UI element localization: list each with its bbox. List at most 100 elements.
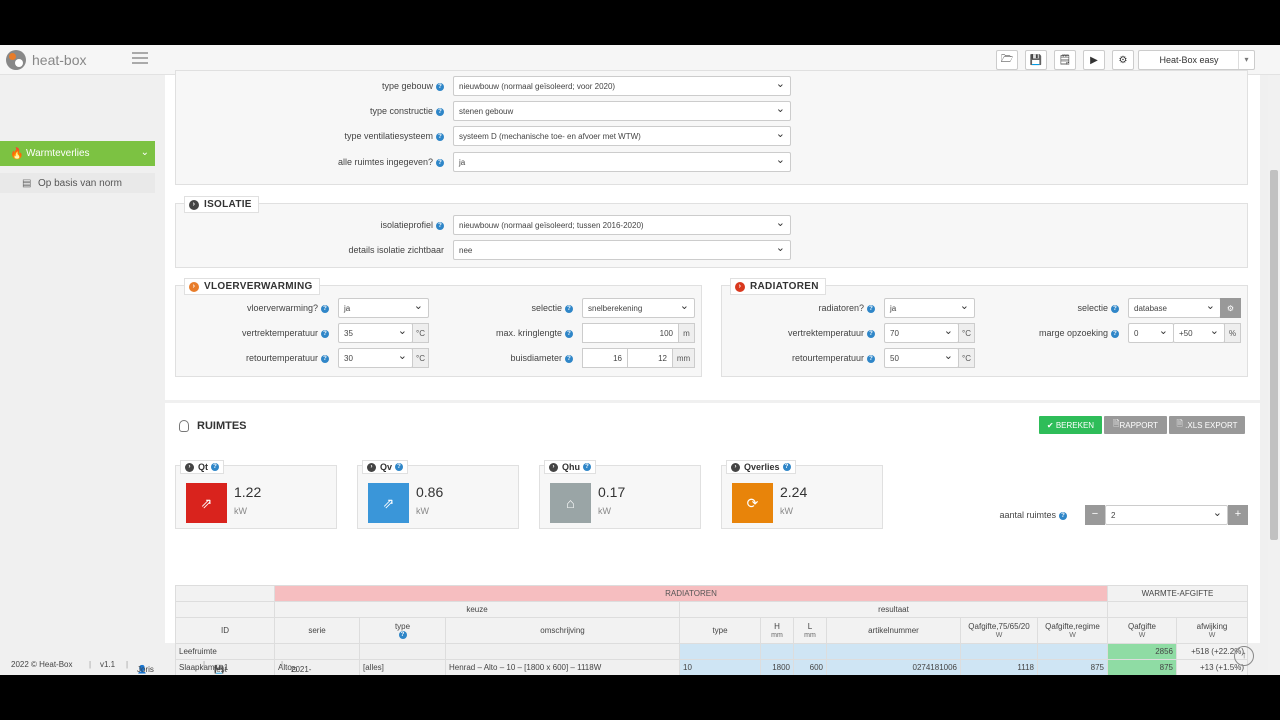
lightbulb-icon [179, 420, 189, 432]
general-fieldset: type gebouw? nieuwbouw (normaal geïsolee… [175, 70, 1248, 185]
radiatoren-select[interactable]: ja [884, 298, 975, 318]
chevron-right-icon: › [367, 462, 376, 472]
vloer-selectie-select[interactable]: snelberekening [582, 298, 695, 318]
row-id[interactable]: Slaapkamer 1 [175, 659, 275, 675]
rad-retourtemperatuur-select[interactable]: 50 [884, 348, 959, 368]
type-ventilatiesysteem-select[interactable]: systeem D (mechanische toe- en afvoer me… [453, 126, 791, 146]
heat-box-logo-icon [6, 50, 26, 70]
type-ventilatiesysteem-label: type ventilatiesysteem? [176, 131, 444, 141]
sidebar-item-op-basis-van-norm[interactable]: ▤ Op basis van norm [0, 173, 155, 193]
marge-max-select[interactable]: +50 [1173, 323, 1225, 343]
row-serie[interactable]: Alto [274, 659, 360, 675]
col-qafgifte-regime: Qafgifte,regime W [1037, 617, 1108, 644]
help-icon: ? [565, 329, 573, 338]
note-icon[interactable]: 🗒 [1054, 50, 1076, 70]
scroll-to-top-icon[interactable]: ↑ [1234, 646, 1254, 666]
decrease-button[interactable]: − [1085, 505, 1105, 525]
share-icon: ⇗ [368, 483, 409, 523]
vloer-retourtemperatuur-select[interactable]: 30 [338, 348, 413, 368]
rapport-button[interactable]: 🗎 RAPPORT [1104, 416, 1167, 434]
aantal-ruimtes-label: aantal ruimtes? [985, 510, 1067, 520]
row-omschrijving[interactable]: Henrad – Alto – 10 – [1800 x 600] – 1118… [445, 659, 680, 675]
flame-icon: 🔥 [10, 148, 24, 160]
row-h [760, 643, 794, 660]
col-id: ID [175, 617, 275, 644]
help-icon: ? [321, 354, 329, 363]
folder-open-icon[interactable]: 🗁 [996, 50, 1018, 70]
xls-export-button[interactable]: 🗎 .XLS EXPORT [1169, 416, 1245, 434]
footer-version: v1.1 [100, 660, 116, 669]
table-row: Slaapkamer 1 Alto [alles] Henrad – Alto … [175, 659, 1248, 675]
youtube-icon[interactable]: ▶ [1083, 50, 1105, 70]
isolatie-fieldset: › ISOLATIE isolatieprofiel? nieuwbouw (no… [175, 196, 1248, 268]
gear-icon[interactable]: ⚙ [1112, 50, 1134, 70]
vloerverwarming-select[interactable]: ja [338, 298, 429, 318]
save-icon[interactable]: 💾 [1025, 50, 1047, 70]
qverlies-card-header[interactable]: › Qverlies? [726, 460, 796, 474]
help-icon: ? [782, 463, 791, 471]
chevron-right-icon: › [731, 462, 740, 472]
qt-card-header[interactable]: › Qt? [180, 460, 224, 474]
radiatoren-legend[interactable]: › RADIATOREN [730, 278, 826, 295]
row-rad-type [679, 643, 761, 660]
aantal-ruimtes-select[interactable]: 2 [1105, 505, 1228, 525]
kringlengte-input[interactable]: 100 [582, 323, 679, 343]
rad-selectie-label: selectie? [982, 303, 1119, 313]
col-artikelnummer: artikelnummer [826, 617, 961, 644]
buisdiameter-outer-input[interactable]: 16 [582, 348, 628, 368]
chevron-right-icon: › [549, 462, 558, 472]
keuze-header: keuze [274, 601, 680, 618]
qt-card: › Qt? ⇗ 1.22 kW [175, 460, 337, 529]
buisdiameter-inner-input[interactable]: 12 [627, 348, 673, 368]
qt-unit: kW [234, 506, 247, 516]
sidebar-item-warmteverlies[interactable]: 🔥 Warmteverlies ⌄ [0, 141, 155, 166]
app-logo[interactable]: heat-box [6, 50, 86, 70]
row-qafgifte: 875 [1107, 659, 1177, 675]
type-constructie-select[interactable]: stenen gebouw [453, 101, 791, 121]
menu-toggle-icon[interactable] [132, 52, 148, 64]
gear-icon[interactable]: ⚙ [1220, 298, 1241, 318]
rad-vertrektemperatuur-select[interactable]: 70 [884, 323, 959, 343]
table-group-header: RADIATOREN WARMTE-AFGIFTE [175, 585, 1248, 602]
vloerverwarming-legend[interactable]: › VLOERVERWARMING [184, 278, 320, 295]
sidebar-item-label: Op basis van norm [38, 177, 122, 189]
marge-min-select[interactable]: 0 [1128, 323, 1174, 343]
sidebar: 🔥 Warmteverlies ⌄ ▤ Op basis van norm [0, 75, 155, 635]
alle-ruimtes-select[interactable]: ja [453, 152, 791, 172]
vloer-selectie-label: selectie? [436, 303, 573, 313]
chevron-down-icon: ▾ [1238, 51, 1254, 69]
col-omschrijving: omschrijving [445, 617, 680, 644]
qv-value: 0.86 [416, 484, 444, 500]
qhu-card-header[interactable]: › Qhu? [544, 460, 596, 474]
help-icon: ? [436, 132, 444, 141]
unit-celsius: °C [412, 348, 429, 368]
share-icon: ⇗ [186, 483, 227, 523]
isolatieprofiel-select[interactable]: nieuwbouw (normaal geïsoleerd; tussen 20… [453, 215, 791, 235]
vloer-vertrektemperatuur-select[interactable]: 35 [338, 323, 413, 343]
account-select[interactable]: Heat-Box easy ▾ [1138, 50, 1255, 70]
chevron-down-icon: ⌄ [140, 147, 149, 158]
chevron-right-icon: › [189, 199, 199, 210]
app-window: heat-box 🗁 💾 🗒 ▶ ⚙ Heat-Box easy ▾ 🔥 War… [0, 45, 1280, 675]
scrollbar-thumb[interactable] [1270, 170, 1278, 540]
account-label: Heat-Box easy [1159, 55, 1219, 65]
qt-value: 1.22 [234, 484, 262, 500]
details-isolatie-select[interactable]: nee [453, 240, 791, 260]
vloer-vertrektemperatuur-label: vertrektemperatuur? [176, 328, 329, 338]
rad-vertrektemperatuur-label: vertrektemperatuur? [722, 328, 875, 338]
help-icon: ? [321, 304, 329, 313]
scrollbar[interactable] [1268, 75, 1280, 675]
col-afwijking: afwijking W [1176, 617, 1248, 644]
rad-selectie-select[interactable]: database [1128, 298, 1221, 318]
help-icon: ? [1111, 329, 1119, 338]
bereken-button[interactable]: ✔ BEREKEN [1039, 416, 1102, 434]
increase-button[interactable]: + [1228, 505, 1248, 525]
isolatie-legend[interactable]: › ISOLATIE [184, 196, 259, 213]
type-gebouw-select[interactable]: nieuwbouw (normaal geïsoleerd; voor 2020… [453, 76, 791, 96]
qv-card-header[interactable]: › Qv? [362, 460, 409, 474]
ruimtes-table: RADIATOREN WARMTE-AFGIFTE keuze resultaa… [175, 585, 1248, 675]
unit-celsius: °C [958, 323, 975, 343]
help-icon: ? [867, 304, 875, 313]
